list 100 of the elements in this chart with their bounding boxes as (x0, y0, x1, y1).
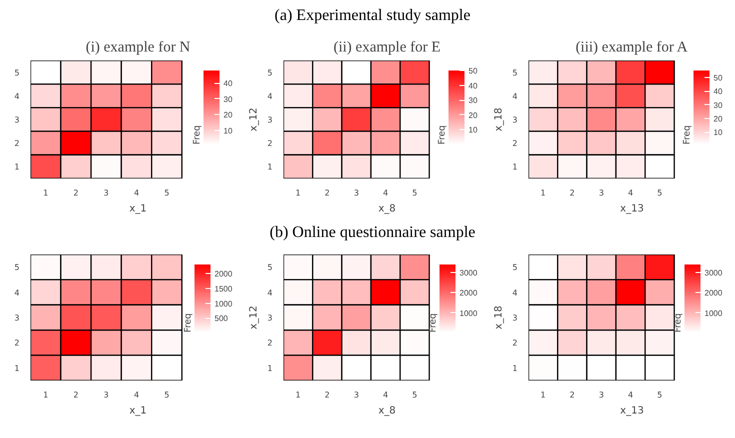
y-tick-label: 1 (512, 162, 518, 172)
x-tick-label: 3 (354, 390, 359, 400)
y-tick-label: 4 (512, 288, 518, 298)
x-tick-label: 5 (657, 188, 662, 198)
x-tick-label: 5 (657, 390, 662, 400)
y-tick-label: 3 (512, 116, 518, 124)
x-tick-label: 2 (324, 390, 330, 400)
y-tick-label: 4 (267, 92, 273, 101)
color-bar-label: 10 (714, 128, 723, 138)
x-tick-label: 4 (134, 188, 140, 198)
color-bar-title: Freq (184, 313, 194, 332)
text: (a) Experimental study sample (274, 6, 470, 26)
x-tick-label: 1 (540, 390, 546, 400)
color-bar-label: 2000 (704, 288, 723, 298)
x-tick-label: 3 (354, 188, 359, 198)
x-tick-label: 5 (164, 188, 170, 198)
y-tick-label: 1 (14, 162, 20, 172)
color-bar-title: Freq (428, 313, 438, 332)
y-tick-label: 2 (267, 338, 273, 348)
x-tick-label: 3 (598, 390, 604, 400)
color-bar-label: 2000 (460, 288, 478, 298)
y-tick-label: 3 (14, 116, 20, 124)
x-tick-label: 1 (296, 390, 301, 400)
color-bar-label: 1000 (460, 308, 478, 318)
y-tick-label: 4 (14, 288, 20, 298)
color-bar-label: 20 (224, 110, 233, 120)
color-bar-label: 3000 (460, 268, 478, 278)
y-tick-label: 5 (14, 68, 20, 78)
y-tick-label: 3 (512, 314, 518, 322)
color-bar-label: 50 (468, 66, 478, 76)
y-tick-label: 5 (512, 68, 518, 78)
color-bar-title: Freq (674, 313, 684, 332)
y-tick-label: 4 (267, 288, 273, 298)
y-tick-label: 2 (14, 139, 20, 148)
y-tick-label: 1 (267, 364, 273, 373)
color-bar-label: 30 (224, 94, 233, 104)
x-tick-label: 3 (104, 390, 109, 400)
x-axis-title: x_1 (129, 204, 147, 214)
x-tick-label: 3 (104, 188, 109, 198)
color-bar-title: Freq (192, 125, 202, 144)
x-tick-label: 5 (412, 390, 418, 400)
color-bar-title: Freq (438, 125, 448, 144)
x-tick-label: 4 (628, 188, 634, 198)
x-tick-label: 1 (540, 188, 546, 198)
y-axis-title: x_12 (248, 306, 260, 330)
x-axis-title: x_8 (378, 204, 396, 214)
y-tick-label: 3 (267, 116, 273, 124)
x-tick-label: 2 (570, 188, 575, 198)
y-tick-label: 2 (14, 338, 20, 348)
x-tick-label: 5 (412, 188, 418, 198)
y-tick-label: 2 (512, 139, 518, 148)
x-tick-label: 2 (324, 188, 330, 198)
x-tick-label: 3 (598, 188, 604, 198)
x-tick-label: 4 (134, 390, 140, 400)
x-tick-label: 2 (570, 390, 575, 400)
y-tick-label: 1 (267, 162, 273, 172)
x-axis-title: x_13 (620, 204, 644, 214)
x-tick-label: 5 (164, 390, 170, 400)
color-bar-label: 1000 (704, 308, 723, 318)
y-axis-title: x_18 (493, 306, 504, 330)
color-bar-label: 10 (468, 126, 478, 135)
color-bar-label: 40 (468, 81, 478, 90)
color-bar-title: Freq (682, 125, 692, 144)
color-bar-label: 20 (468, 110, 478, 120)
x-tick-label: 4 (382, 188, 388, 198)
y-tick-label: 5 (267, 68, 273, 78)
y-axis-title: x_18 (493, 108, 504, 132)
x-tick-label: 2 (73, 188, 78, 198)
x-tick-label: 1 (43, 188, 48, 198)
text: (b) Online questionnaire sample (270, 223, 476, 243)
y-tick-label: 5 (267, 263, 273, 272)
y-tick-label: 5 (14, 263, 20, 272)
x-tick-label: 4 (382, 390, 388, 400)
x-tick-label: 1 (296, 188, 301, 198)
x-tick-label: 2 (73, 390, 78, 400)
color-bar-label: 30 (468, 96, 478, 106)
x-tick-label: 4 (628, 390, 634, 400)
x-tick-label: 1 (43, 390, 48, 400)
color-bar-label: 30 (714, 100, 723, 110)
y-tick-label: 4 (512, 92, 518, 101)
color-bar-label: 40 (714, 87, 723, 96)
chart-title: (iii) example for A (576, 40, 688, 56)
y-tick-label: 1 (14, 364, 20, 373)
y-tick-label: 5 (512, 263, 518, 272)
y-tick-label: 2 (512, 338, 518, 348)
y-tick-label: 4 (14, 92, 20, 101)
color-bar-label: 500 (214, 314, 228, 324)
y-tick-label: 3 (267, 314, 273, 322)
y-tick-label: 2 (267, 139, 273, 148)
y-axis-title: x_12 (248, 108, 260, 132)
color-bar-label: 50 (714, 73, 723, 82)
color-bar-label: 1500 (214, 284, 233, 294)
color-bar-label: 2000 (214, 269, 233, 278)
color-bar-label: 40 (224, 79, 233, 88)
x-axis-title: x_8 (378, 406, 396, 416)
color-bar-label: 3000 (704, 268, 723, 278)
x-axis-title: x_13 (620, 406, 644, 416)
color-bar-label: 20 (714, 114, 723, 124)
y-tick-label: 3 (14, 314, 20, 322)
y-tick-label: 1 (512, 364, 518, 373)
